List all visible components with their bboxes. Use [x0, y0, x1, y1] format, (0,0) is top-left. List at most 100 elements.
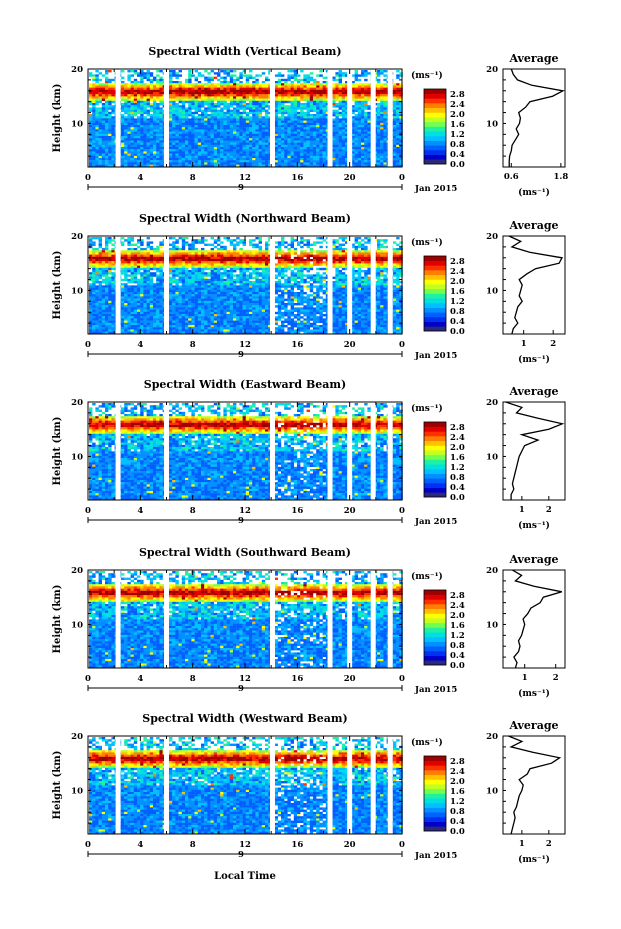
heatmap-cell: [213, 162, 218, 165]
heatmap-cell: [277, 83, 282, 86]
heatmap-cell: [204, 70, 208, 73]
heatmap-cell: [194, 142, 198, 145]
heatmap-cell: [121, 329, 125, 332]
heatmap-cell: [220, 127, 224, 130]
heatmap-cell: [220, 103, 224, 106]
heatmap-cell: [143, 107, 147, 110]
heatmap-cell: [146, 100, 150, 104]
heatmap-cell: [149, 153, 154, 156]
heatmap-cell: [316, 83, 320, 86]
heatmap-cell: [261, 158, 266, 161]
heatmap-cell: [133, 144, 138, 148]
heatmap-cell: [213, 131, 218, 134]
heatmap-cell: [130, 278, 134, 282]
heatmap-cell: [153, 136, 157, 139]
heatmap-cell: [188, 109, 192, 112]
heatmap-cell: [95, 261, 99, 264]
heatmap-cell: [105, 265, 109, 268]
heatmap-cell: [101, 314, 106, 317]
heatmap-cell: [213, 158, 218, 161]
heatmap-cell: [98, 318, 102, 321]
heatmap-cell: [133, 98, 138, 101]
day-label: 9: [238, 183, 244, 193]
heatmap-cell: [111, 116, 115, 119]
heatmap-cell: [335, 142, 339, 145]
heatmap-cell: [274, 153, 278, 156]
heatmap-cell: [261, 149, 266, 152]
heatmap-cell: [361, 122, 365, 126]
heatmap-cell: [261, 96, 266, 99]
heatmap-cell: [153, 274, 157, 277]
heatmap-cell: [181, 158, 186, 161]
heatmap-cell: [140, 311, 144, 315]
heatmap-cell: [354, 94, 358, 97]
heatmap-cell: [361, 74, 365, 77]
heatmap-cell: [357, 162, 362, 165]
heatmap-cell: [268, 155, 272, 159]
heatmap-cell: [92, 316, 96, 319]
heatmap-cell: [399, 87, 403, 90]
heatmap-cell: [303, 103, 307, 106]
heatmap-cell: [98, 94, 102, 97]
heatmap-cell: [143, 116, 147, 119]
heatmap-cell: [335, 111, 339, 115]
heatmap-cell: [130, 296, 134, 299]
heatmap-cell: [127, 300, 131, 304]
heatmap-cell: [367, 127, 371, 130]
heatmap-cell: [322, 116, 326, 119]
heatmap-cell: [332, 122, 336, 126]
heatmap-cell: [156, 153, 160, 156]
data-gap: [370, 69, 376, 167]
heatmap-cell: [354, 131, 358, 134]
heatmap-cell: [130, 292, 134, 295]
heatmap-cell: [181, 153, 186, 156]
heatmap-cell: [143, 294, 147, 297]
heatmap-cell: [396, 155, 400, 159]
heatmap-cell: [181, 100, 186, 104]
heatmap-cell: [156, 85, 160, 88]
profile-x-tick-label: 1.8: [553, 172, 568, 182]
heatmap-cell: [153, 131, 157, 134]
heatmap-cell: [188, 164, 192, 167]
heatmap-cell: [284, 155, 288, 159]
heatmap-cell: [191, 140, 195, 143]
heatmap-cell: [335, 138, 339, 141]
heatmap-cell: [95, 305, 99, 308]
heatmap-cell: [105, 318, 109, 321]
heatmap-cell: [223, 81, 227, 84]
heatmap-cell: [287, 114, 291, 117]
heatmap-cell: [332, 111, 336, 115]
heatmap-cell: [287, 133, 291, 137]
heatmap-cell: [124, 160, 128, 163]
heatmap-cell: [130, 164, 134, 167]
heatmap-cell: [130, 96, 134, 99]
heatmap-cell: [297, 160, 301, 163]
heatmap-cell: [194, 127, 198, 130]
heatmap-cell: [338, 78, 342, 82]
heatmap-cell: [89, 74, 93, 77]
heatmap-cell: [290, 142, 294, 145]
heatmap-cell: [149, 327, 154, 330]
heatmap-cell: [281, 116, 285, 119]
heatmap-cell: [159, 153, 163, 156]
heatmap-cell: [127, 153, 131, 156]
heatmap-cell: [380, 155, 384, 159]
heatmap-cell: [194, 103, 198, 106]
heatmap-cell: [287, 92, 291, 95]
heatmap-cell: [156, 327, 160, 330]
heatmap-cell: [111, 307, 115, 310]
heatmap-cell: [111, 125, 115, 128]
heatmap-cell: [332, 98, 336, 101]
heatmap-cell: [335, 92, 339, 95]
heatmap-cell: [159, 289, 163, 293]
heatmap-cell: [181, 151, 186, 154]
heatmap-cell: [105, 122, 109, 126]
heatmap-cell: [396, 129, 400, 132]
heatmap-cell: [268, 78, 272, 82]
heatmap-cell: [319, 147, 323, 150]
heatmap-cell: [121, 122, 125, 126]
heatmap-cell: [261, 153, 266, 156]
heatmap-cell: [98, 140, 102, 143]
heatmap-cell: [255, 111, 259, 115]
heatmap-cell: [345, 116, 349, 119]
